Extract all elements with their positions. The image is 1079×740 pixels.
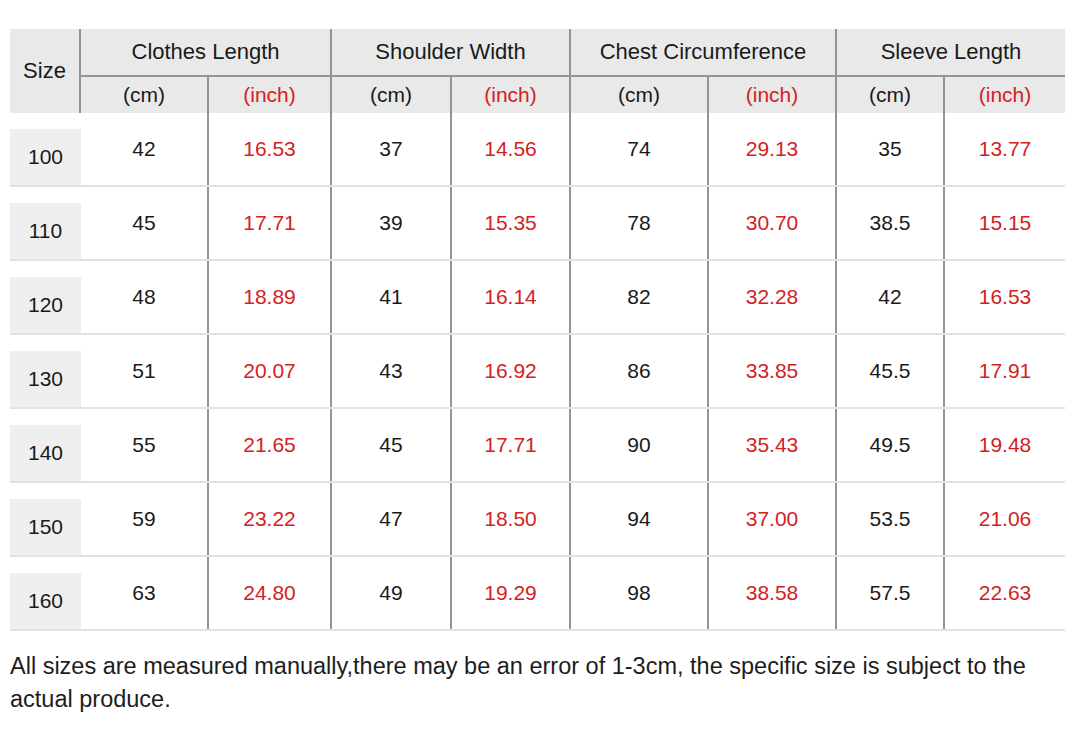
shoulder-width-cm: 37 bbox=[330, 113, 450, 185]
size-value: 130 bbox=[10, 351, 81, 407]
shoulder-width-cm: 45 bbox=[330, 409, 450, 481]
header-group-shoulder-width: Shoulder Width bbox=[330, 29, 569, 77]
size-chart-table: Size Clothes Length Shoulder Width Chest… bbox=[10, 29, 1065, 631]
chest-circumference-inch: 38.58 bbox=[707, 557, 835, 629]
clothes-length-inch: 18.89 bbox=[207, 261, 330, 333]
size-cell: 110 bbox=[10, 187, 81, 259]
size-cell: 160 bbox=[10, 557, 81, 629]
sleeve-length-cm: 38.5 bbox=[835, 187, 943, 259]
header-unit-cm: (cm) bbox=[330, 77, 450, 113]
shoulder-width-inch: 16.92 bbox=[450, 335, 569, 407]
sleeve-length-cm: 57.5 bbox=[835, 557, 943, 629]
shoulder-width-inch: 19.29 bbox=[450, 557, 569, 629]
table-row: 140 55 21.65 45 17.71 90 35.43 49.5 19.4… bbox=[10, 409, 1065, 483]
sleeve-length-cm: 45.5 bbox=[835, 335, 943, 407]
size-value: 140 bbox=[10, 425, 81, 481]
chest-circumference-inch: 29.13 bbox=[707, 113, 835, 185]
table-row: 150 59 23.22 47 18.50 94 37.00 53.5 21.0… bbox=[10, 483, 1065, 557]
sleeve-length-inch: 22.63 bbox=[943, 557, 1065, 629]
shoulder-width-inch: 15.35 bbox=[450, 187, 569, 259]
sleeve-length-inch: 21.06 bbox=[943, 483, 1065, 555]
shoulder-width-inch: 16.14 bbox=[450, 261, 569, 333]
sleeve-length-inch: 17.91 bbox=[943, 335, 1065, 407]
header-size: Size bbox=[10, 29, 81, 113]
sleeve-length-inch: 19.48 bbox=[943, 409, 1065, 481]
shoulder-width-cm: 39 bbox=[330, 187, 450, 259]
size-cell: 140 bbox=[10, 409, 81, 481]
table-header: Size Clothes Length Shoulder Width Chest… bbox=[10, 29, 1065, 113]
size-value: 160 bbox=[10, 573, 81, 629]
header-unit-cm: (cm) bbox=[81, 77, 207, 113]
measurement-disclaimer: All sizes are measured manually,there ma… bbox=[10, 650, 1076, 716]
header-group-sleeve-length: Sleeve Length bbox=[835, 29, 1065, 77]
clothes-length-cm: 63 bbox=[81, 557, 207, 629]
clothes-length-cm: 45 bbox=[81, 187, 207, 259]
chest-circumference-cm: 82 bbox=[569, 261, 707, 333]
chest-circumference-inch: 33.85 bbox=[707, 335, 835, 407]
clothes-length-inch: 16.53 bbox=[207, 113, 330, 185]
sleeve-length-cm: 49.5 bbox=[835, 409, 943, 481]
header-unit-inch: (inch) bbox=[450, 77, 569, 113]
table-row: 130 51 20.07 43 16.92 86 33.85 45.5 17.9… bbox=[10, 335, 1065, 409]
clothes-length-cm: 42 bbox=[81, 113, 207, 185]
chest-circumference-cm: 78 bbox=[569, 187, 707, 259]
header-unit-inch: (inch) bbox=[207, 77, 330, 113]
clothes-length-cm: 48 bbox=[81, 261, 207, 333]
sleeve-length-inch: 16.53 bbox=[943, 261, 1065, 333]
header-unit-inch: (inch) bbox=[707, 77, 835, 113]
chest-circumference-cm: 98 bbox=[569, 557, 707, 629]
sleeve-length-cm: 53.5 bbox=[835, 483, 943, 555]
size-value: 110 bbox=[10, 203, 81, 259]
size-value: 120 bbox=[10, 277, 81, 333]
chest-circumference-inch: 30.70 bbox=[707, 187, 835, 259]
shoulder-width-inch: 14.56 bbox=[450, 113, 569, 185]
chest-circumference-cm: 94 bbox=[569, 483, 707, 555]
shoulder-width-cm: 47 bbox=[330, 483, 450, 555]
header-unit-inch: (inch) bbox=[943, 77, 1065, 113]
size-cell: 120 bbox=[10, 261, 81, 333]
chest-circumference-cm: 86 bbox=[569, 335, 707, 407]
chest-circumference-cm: 74 bbox=[569, 113, 707, 185]
size-cell: 150 bbox=[10, 483, 81, 555]
shoulder-width-cm: 43 bbox=[330, 335, 450, 407]
size-cell: 130 bbox=[10, 335, 81, 407]
clothes-length-inch: 24.80 bbox=[207, 557, 330, 629]
size-value: 100 bbox=[10, 129, 81, 185]
chest-circumference-inch: 32.28 bbox=[707, 261, 835, 333]
table-row: 160 63 24.80 49 19.29 98 38.58 57.5 22.6… bbox=[10, 557, 1065, 631]
chest-circumference-inch: 37.00 bbox=[707, 483, 835, 555]
header-group-clothes-length: Clothes Length bbox=[81, 29, 330, 77]
size-value: 150 bbox=[10, 499, 81, 555]
shoulder-width-cm: 41 bbox=[330, 261, 450, 333]
clothes-length-inch: 21.65 bbox=[207, 409, 330, 481]
chest-circumference-inch: 35.43 bbox=[707, 409, 835, 481]
table-row: 110 45 17.71 39 15.35 78 30.70 38.5 15.1… bbox=[10, 187, 1065, 261]
clothes-length-inch: 20.07 bbox=[207, 335, 330, 407]
table-row: 100 42 16.53 37 14.56 74 29.13 35 13.77 bbox=[10, 113, 1065, 187]
chest-circumference-cm: 90 bbox=[569, 409, 707, 481]
header-group-chest-circumference: Chest Circumference bbox=[569, 29, 835, 77]
clothes-length-cm: 59 bbox=[81, 483, 207, 555]
sleeve-length-inch: 15.15 bbox=[943, 187, 1065, 259]
shoulder-width-cm: 49 bbox=[330, 557, 450, 629]
clothes-length-cm: 51 bbox=[81, 335, 207, 407]
size-cell: 100 bbox=[10, 113, 81, 185]
sleeve-length-cm: 35 bbox=[835, 113, 943, 185]
shoulder-width-inch: 18.50 bbox=[450, 483, 569, 555]
sleeve-length-cm: 42 bbox=[835, 261, 943, 333]
clothes-length-inch: 23.22 bbox=[207, 483, 330, 555]
sleeve-length-inch: 13.77 bbox=[943, 113, 1065, 185]
table-row: 120 48 18.89 41 16.14 82 32.28 42 16.53 bbox=[10, 261, 1065, 335]
header-unit-cm: (cm) bbox=[835, 77, 943, 113]
shoulder-width-inch: 17.71 bbox=[450, 409, 569, 481]
clothes-length-cm: 55 bbox=[81, 409, 207, 481]
clothes-length-inch: 17.71 bbox=[207, 187, 330, 259]
header-unit-cm: (cm) bbox=[569, 77, 707, 113]
